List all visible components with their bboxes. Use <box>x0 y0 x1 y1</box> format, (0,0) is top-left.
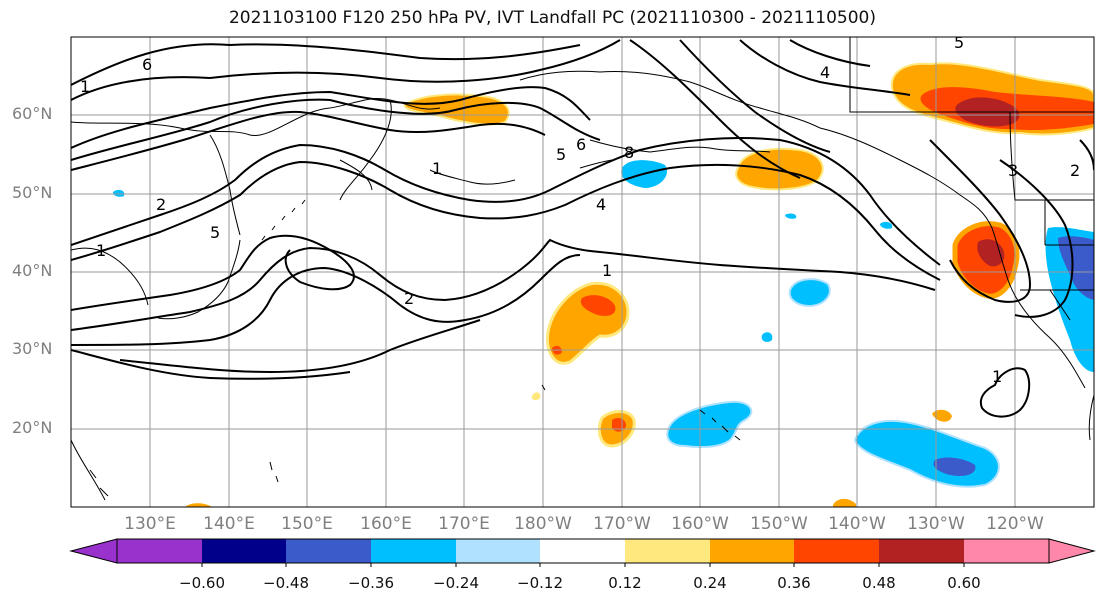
contour-label: 6 <box>142 55 152 74</box>
colorbar-label: −0.60 <box>179 574 225 592</box>
contour-label: 4 <box>820 63 830 82</box>
map-area: 1 2 4 5 6 8 1 2 5 1 4 3 5 6 1 2 1 <box>70 33 1095 508</box>
colorbar-label: 0.36 <box>777 574 811 592</box>
shade-hawaii-blue <box>666 400 753 449</box>
lon-label: 160°W <box>671 514 729 534</box>
colorbar-segment <box>540 539 625 563</box>
colorbar-label: 0.12 <box>608 574 642 592</box>
colorbar-segment <box>710 539 794 563</box>
shade-se-darkblue <box>933 457 976 476</box>
lon-label: 160°E <box>360 514 412 534</box>
coastlines <box>71 70 1094 501</box>
contour-label: 8 <box>624 143 634 162</box>
pv-contours <box>71 39 1094 418</box>
shade-blob-7 <box>112 189 125 197</box>
contour-label: 1 <box>432 159 442 178</box>
contour-label: 5 <box>210 223 220 242</box>
colorbar-segment <box>879 539 964 563</box>
shade-blob-9 <box>785 213 797 219</box>
contour-label: 6 <box>576 135 586 154</box>
contour-label: 5 <box>556 145 566 164</box>
shade-blob-6 <box>531 392 541 401</box>
contour-label: 1 <box>992 367 1002 386</box>
colorbar-extend-low <box>69 538 118 564</box>
colorbar-segment <box>964 539 1049 563</box>
colorbar-ticks <box>201 563 965 567</box>
map-frame <box>70 36 1095 508</box>
lon-label: 130°W <box>907 514 965 534</box>
map-title: 2021103100 F120 250 hPa PV, IVT Landfall… <box>228 8 876 28</box>
colorbar-segment <box>371 539 456 563</box>
lat-label-20n: 20°N <box>12 418 53 437</box>
lat-label-30n: 30°N <box>12 339 53 358</box>
lon-label: 120°W <box>986 514 1044 534</box>
lat-label-40n: 40°N <box>12 261 53 280</box>
shade-blob-1 <box>788 278 831 308</box>
colorbar-label: −0.48 <box>263 574 309 592</box>
shade-blob-3 <box>932 409 952 422</box>
contour-label: 4 <box>596 195 606 214</box>
contour-labels: 1 2 4 5 6 8 1 2 5 1 4 3 5 6 1 2 1 <box>80 33 1080 386</box>
shade-blob-2 <box>761 332 773 343</box>
colorbar-label: 0.24 <box>693 574 727 592</box>
lon-label: 170°E <box>438 514 490 534</box>
lon-label: 140°W <box>828 514 886 534</box>
contour-label: 1 <box>96 241 106 260</box>
colorbar-label: 0.60 <box>947 574 981 592</box>
colorbar-label: 0.48 <box>862 574 896 592</box>
colorbar-segment <box>286 539 371 563</box>
colorbar-segment <box>794 539 879 563</box>
shade-blob-4 <box>833 498 856 507</box>
lon-label: 150°E <box>281 514 333 534</box>
contour-label: 5 <box>954 33 964 52</box>
colorbar-frame <box>116 538 1050 564</box>
lon-label: 180°W <box>514 514 572 534</box>
colorbar-segment <box>202 539 286 563</box>
contour-label: 1 <box>602 261 612 280</box>
contour-label: 2 <box>1070 161 1080 180</box>
lon-label: 140°E <box>203 514 255 534</box>
shade-blob-5 <box>185 503 212 507</box>
colorbar-label: −0.12 <box>517 574 563 592</box>
lon-label: 170°W <box>593 514 651 534</box>
contour-label: 1 <box>80 77 90 96</box>
lat-label-50n: 50°N <box>12 183 53 202</box>
contour-label: 2 <box>404 289 414 308</box>
lon-label: 130°E <box>124 514 176 534</box>
colorbar-label: −0.36 <box>348 574 394 592</box>
lon-label: 150°W <box>750 514 808 534</box>
shade-west-darkblue <box>1058 236 1094 300</box>
colorbar-extend-high <box>1048 538 1096 564</box>
colorbar-segment <box>117 539 202 563</box>
colorbar-label: −0.24 <box>433 574 479 592</box>
colorbar-segment <box>456 539 540 563</box>
shade-blob-8 <box>880 221 893 229</box>
gridlines <box>71 37 1094 507</box>
contour-label: 3 <box>1008 161 1018 180</box>
lat-label-60n: 60°N <box>12 104 53 123</box>
colorbar <box>69 538 1096 567</box>
contour-label: 2 <box>156 195 166 214</box>
shade-midpac-red <box>580 295 616 316</box>
colorbar-segment <box>625 539 710 563</box>
